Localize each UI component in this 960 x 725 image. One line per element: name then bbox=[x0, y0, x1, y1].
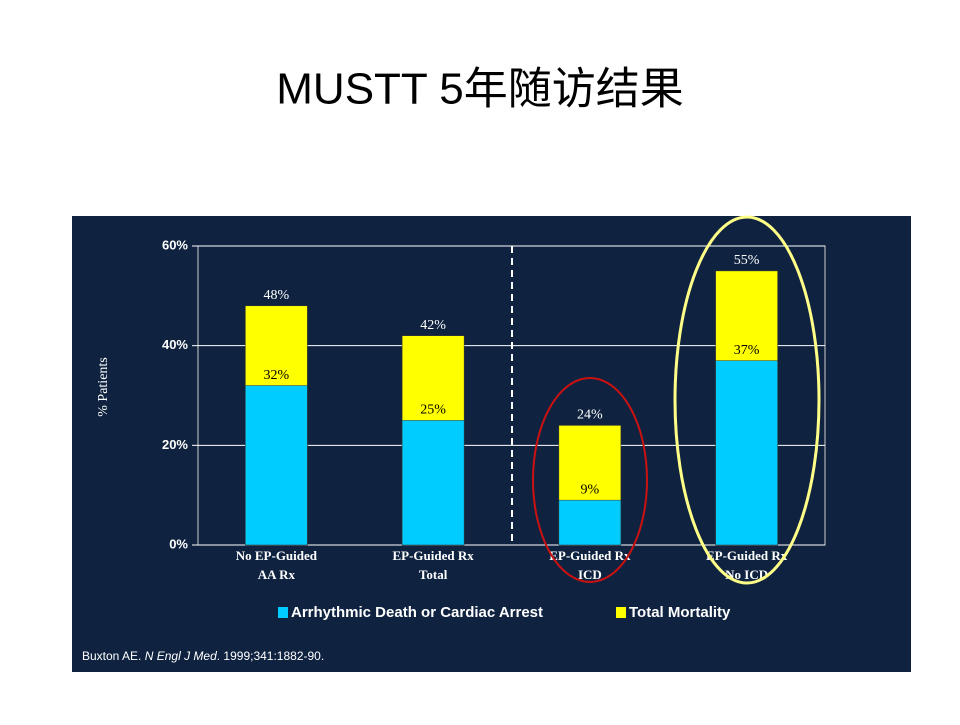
data-label: 48% bbox=[264, 288, 290, 303]
y-tick-label: 40% bbox=[162, 337, 188, 352]
x-tick-label: EP-Guided Rx bbox=[392, 548, 474, 563]
plot: 0% 20% 40% 60% No EP-Guided AA Rx 48% 32% EP-Gui… bbox=[162, 237, 826, 621]
data-label: 24% bbox=[577, 408, 603, 423]
x-tick-label: EP-Guided Rx bbox=[706, 548, 788, 563]
x-tick-label: No EP-Guided bbox=[236, 548, 318, 563]
legend-swatch bbox=[616, 607, 626, 618]
data-label: 55% bbox=[734, 253, 760, 268]
bar bbox=[715, 360, 778, 546]
y-tick-label: 60% bbox=[162, 237, 188, 252]
citation-text: Buxton AE. bbox=[82, 649, 145, 663]
legend-label: Total Mortality bbox=[629, 604, 731, 621]
bar bbox=[558, 499, 622, 546]
y-tick-label: 20% bbox=[162, 437, 188, 452]
x-tick-label: ICD bbox=[578, 567, 602, 582]
data-label: 32% bbox=[264, 368, 290, 383]
data-label: 9% bbox=[581, 482, 600, 497]
citation: Buxton AE. N Engl J Med. 1999;341:1882-9… bbox=[82, 649, 324, 663]
data-label: 42% bbox=[420, 318, 446, 333]
bar bbox=[245, 385, 308, 546]
legend-label: Arrhythmic Death or Cardiac Arrest bbox=[291, 604, 543, 621]
data-label: 37% bbox=[734, 343, 760, 358]
x-tick-label: EP-Guided Rx bbox=[549, 548, 631, 563]
slide-title: MUSTT 5年随访结果 bbox=[276, 65, 683, 114]
legend-swatch bbox=[278, 607, 288, 618]
highlight-ellipse bbox=[673, 215, 821, 585]
y-tick-label: 0% bbox=[169, 536, 188, 551]
data-label: 25% bbox=[420, 403, 446, 418]
x-tick-label: AA Rx bbox=[258, 567, 296, 582]
bar bbox=[401, 420, 465, 546]
x-tick-label: No ICD bbox=[725, 567, 768, 582]
x-tick-label: Total bbox=[419, 567, 448, 582]
highlight-ellipse bbox=[532, 377, 648, 583]
citation-text: . 1999;341:1882-90. bbox=[217, 649, 324, 663]
y-axis-label: % Patients bbox=[96, 357, 111, 417]
citation-journal: N Engl J Med bbox=[145, 649, 217, 663]
